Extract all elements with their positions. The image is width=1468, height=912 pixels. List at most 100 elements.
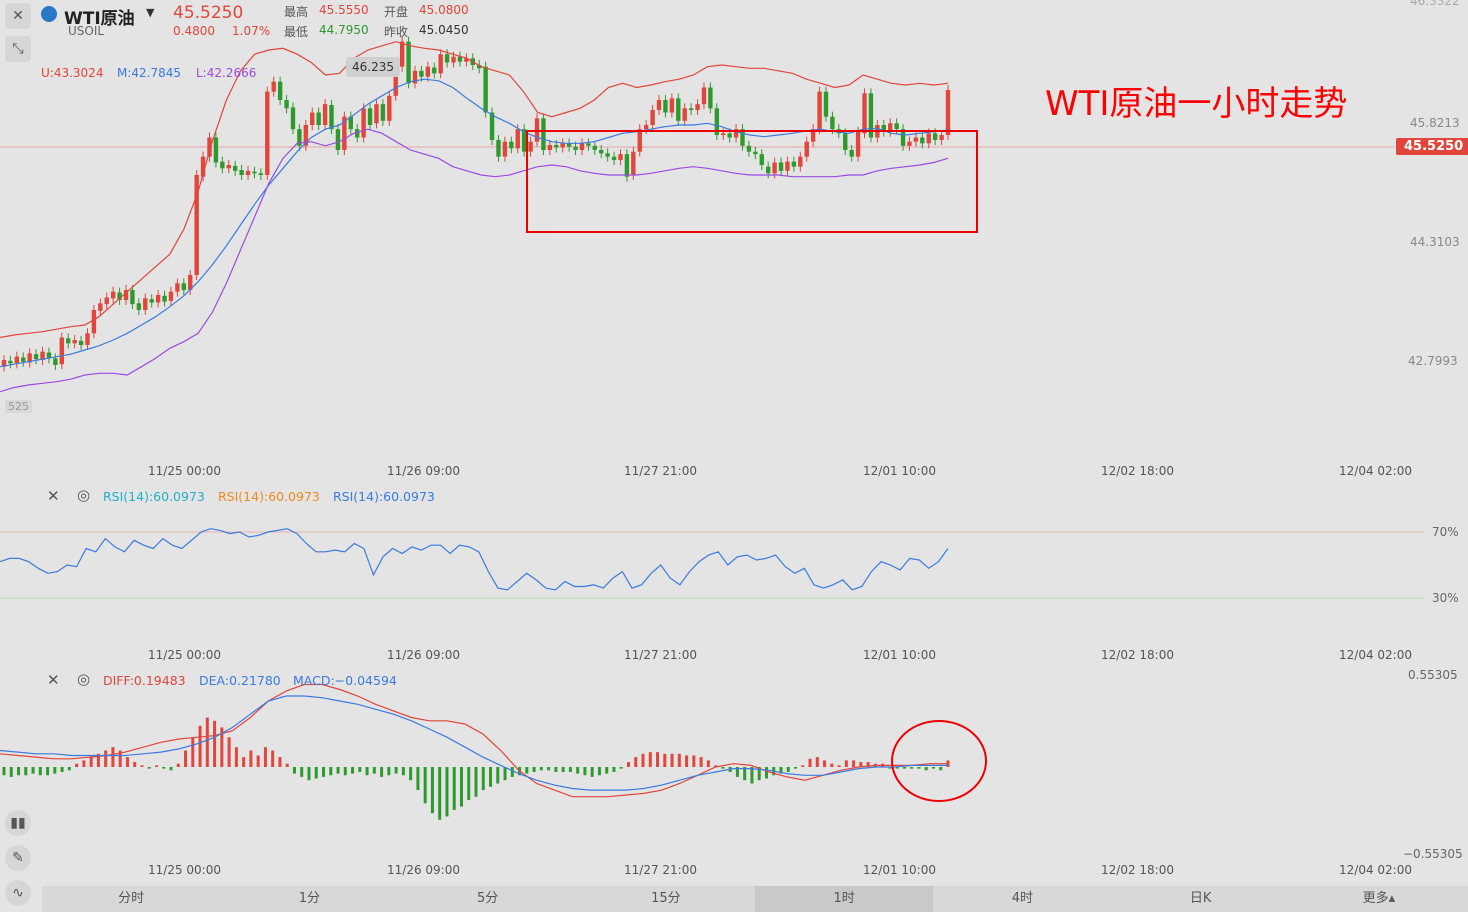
candle-body	[220, 161, 225, 169]
candle-body	[900, 129, 906, 146]
candle-body	[46, 352, 52, 359]
period-tab[interactable]: 4时	[1011, 891, 1034, 906]
candle-body	[335, 129, 341, 150]
candle-body	[277, 81, 283, 100]
candle-body	[1, 360, 7, 367]
low-label: 最低	[284, 25, 309, 39]
candle-body	[181, 283, 187, 290]
time-tick-label: 11/27 21:00	[624, 648, 697, 662]
period-tab[interactable]: 日K	[1189, 891, 1212, 906]
boll-upper-label: U:43.3024	[41, 66, 104, 80]
drawing-icon[interactable]: ✎	[5, 845, 31, 871]
candle-body	[33, 354, 39, 360]
candle-body	[560, 143, 565, 148]
candle-body	[489, 112, 495, 140]
candle-body	[643, 125, 649, 130]
rsi-line	[0, 528, 949, 591]
time-tick-label: 12/01 10:00	[863, 648, 936, 662]
candle-body	[258, 173, 264, 175]
candle-body	[21, 357, 26, 362]
candle-body	[457, 56, 463, 62]
period-tab[interactable]: 1分	[298, 891, 321, 906]
macd-diff-line	[0, 683, 948, 798]
period-tab[interactable]: 分时	[118, 891, 145, 906]
candle-body	[200, 156, 206, 177]
candle-body	[785, 161, 790, 171]
candle-body	[40, 351, 45, 360]
period-tab[interactable]: 1时	[755, 886, 934, 912]
period-tab[interactable]: 5分	[476, 891, 499, 906]
candle-body	[226, 165, 231, 169]
indicator-icon[interactable]: ∿	[5, 880, 31, 906]
candle-body	[656, 100, 662, 110]
candle-body	[566, 143, 572, 147]
candle-body	[798, 156, 803, 167]
candle-body	[509, 141, 514, 149]
candle-body	[521, 129, 527, 152]
boll-lower-label: L:42.2666	[196, 66, 257, 80]
rsi-level-30: 30%	[1432, 591, 1459, 605]
candle-body	[945, 90, 951, 135]
candle-body	[438, 54, 443, 74]
macd-settings-icon[interactable]: ◎	[77, 670, 91, 688]
candle-body	[676, 98, 681, 121]
candle-body	[605, 153, 610, 157]
period-tab[interactable]: 15分	[651, 891, 681, 906]
macd-indicator-chart[interactable]	[0, 683, 950, 820]
close-icon[interactable]: ✕	[5, 3, 31, 29]
rsi-settings-icon[interactable]: ◎	[77, 486, 91, 504]
time-tick-label: 11/25 00:00	[148, 464, 221, 478]
high-price-bubble: 46.235	[346, 57, 400, 77]
candle-body	[66, 338, 71, 344]
rsi-label-2: RSI(14):60.0973	[218, 489, 320, 504]
candle-body	[284, 100, 289, 109]
macd-diff-label: DIFF:0.19483	[103, 673, 186, 688]
candle-body	[592, 145, 598, 150]
rsi-label-3: RSI(14):60.0973	[333, 489, 435, 504]
candle-body	[765, 166, 771, 174]
candle-body	[354, 129, 360, 138]
candle-body	[406, 41, 411, 84]
period-tab[interactable]: 更多▴	[1362, 891, 1396, 906]
candle-body	[855, 131, 861, 157]
high-value: 45.5550	[319, 3, 369, 17]
main-candlestick-chart[interactable]	[0, 36, 1395, 393]
candle-body	[669, 98, 675, 113]
candle-body	[53, 358, 58, 365]
candle-body	[721, 133, 726, 135]
candle-body	[810, 129, 816, 142]
rsi-level-70: 70%	[1432, 525, 1459, 539]
time-tick-label: 11/25 00:00	[148, 863, 221, 877]
candle-body	[412, 70, 418, 84]
candle-body	[791, 161, 797, 167]
time-tick-label: 12/01 10:00	[863, 863, 936, 877]
candle-body	[207, 137, 212, 157]
open-value: 45.0800	[419, 3, 469, 17]
chevron-down-icon[interactable]: ▼	[146, 6, 155, 19]
symbol-title[interactable]: WTI原油	[64, 9, 135, 29]
candle-body	[117, 292, 122, 300]
macd-close-icon[interactable]: ✕	[47, 671, 60, 689]
rsi-close-icon[interactable]: ✕	[47, 487, 60, 505]
candle-body	[232, 165, 238, 171]
time-tick-label: 12/02 18:00	[1101, 863, 1174, 877]
time-tick-label: 11/26 09:00	[387, 464, 460, 478]
candle-body	[804, 141, 809, 157]
candle-body	[78, 340, 84, 345]
candle-body	[252, 171, 257, 174]
rsi-indicator-chart[interactable]	[0, 528, 1425, 599]
candle-body	[361, 108, 366, 138]
candle-body	[496, 140, 501, 157]
candle-body	[624, 154, 630, 177]
candle-body	[387, 95, 392, 121]
collapse-icon[interactable]: ⤡	[5, 36, 31, 62]
candle-body	[149, 299, 154, 303]
candlestick-icon[interactable]: ▮▮	[5, 810, 31, 836]
rsi-label-1: RSI(14):60.0973	[103, 489, 205, 504]
candle-body	[823, 91, 829, 117]
candle-body	[310, 112, 315, 125]
last-price: 45.5250	[173, 3, 244, 23]
price-axis-label-3: 42.7993	[1408, 354, 1458, 368]
